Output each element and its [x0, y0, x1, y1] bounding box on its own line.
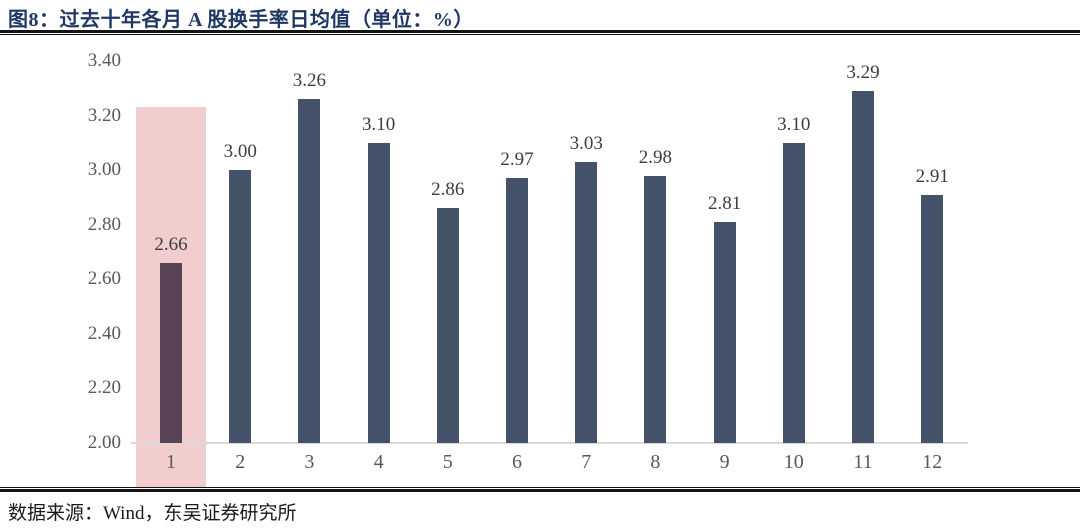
y-tick-label: 2.80 — [87, 213, 121, 235]
x-tick-label: 7 — [581, 451, 592, 473]
bar-month-9 — [713, 221, 736, 443]
y-tick-label: 3.00 — [87, 159, 121, 181]
title-divider — [0, 30, 1080, 35]
bar-value-label: 2.98 — [638, 146, 673, 168]
bar-month-2 — [229, 170, 252, 443]
bar-value-label: 2.81 — [707, 192, 742, 214]
data-source-note: 数据来源：Wind，东吴证券研究所 — [8, 503, 297, 524]
figure-title: 图8：过去十年各月 A 股换手率日均值（单位：%） — [8, 9, 474, 31]
x-tick-label: 3 — [304, 451, 315, 473]
x-tick-label: 2 — [235, 451, 246, 473]
x-tick-label: 8 — [650, 451, 661, 473]
bar-month-4 — [367, 142, 390, 443]
x-tick-label: 4 — [373, 451, 384, 473]
y-tick-label: 2.40 — [87, 322, 121, 344]
bar-month-11 — [852, 91, 874, 443]
bar-value-label: 3.00 — [223, 141, 257, 163]
bar-value-label: 2.66 — [154, 233, 188, 255]
footer-divider — [0, 487, 1080, 492]
bar-value-label: 3.10 — [777, 113, 811, 135]
y-tick-label: 3.20 — [87, 104, 121, 126]
bar-month-1 — [160, 262, 182, 443]
bar-value-label: 2.86 — [431, 179, 465, 201]
bar-value-label: 2.97 — [500, 149, 534, 171]
bar-value-label: 3.26 — [292, 70, 327, 92]
bar-month-8 — [644, 175, 667, 443]
bar-month-3 — [298, 99, 321, 443]
y-tick-label: 2.20 — [87, 377, 121, 399]
x-tick-label: 12 — [922, 451, 943, 473]
x-tick-label: 5 — [442, 451, 453, 473]
bar-month-6 — [506, 178, 528, 443]
x-tick-label: 9 — [719, 451, 730, 473]
x-tick-label: 11 — [853, 451, 873, 473]
x-tick-label: 10 — [783, 451, 804, 473]
bar-month-5 — [436, 208, 459, 443]
bar-month-10 — [782, 142, 805, 443]
bar-value-label: 3.03 — [569, 132, 603, 154]
x-axis-line — [131, 442, 968, 444]
bar-month-7 — [575, 161, 598, 443]
y-tick-label: 2.60 — [87, 268, 121, 290]
bar-month-12 — [921, 194, 944, 443]
y-tick-label: 3.40 — [87, 50, 121, 71]
bar-value-label: 3.10 — [361, 113, 396, 135]
y-tick-label: 2.00 — [87, 432, 121, 453]
x-tick-label: 6 — [512, 451, 522, 473]
x-tick-label: 1 — [166, 451, 176, 473]
bar-value-label: 2.91 — [915, 165, 949, 187]
bar-value-label: 3.29 — [846, 62, 880, 83]
